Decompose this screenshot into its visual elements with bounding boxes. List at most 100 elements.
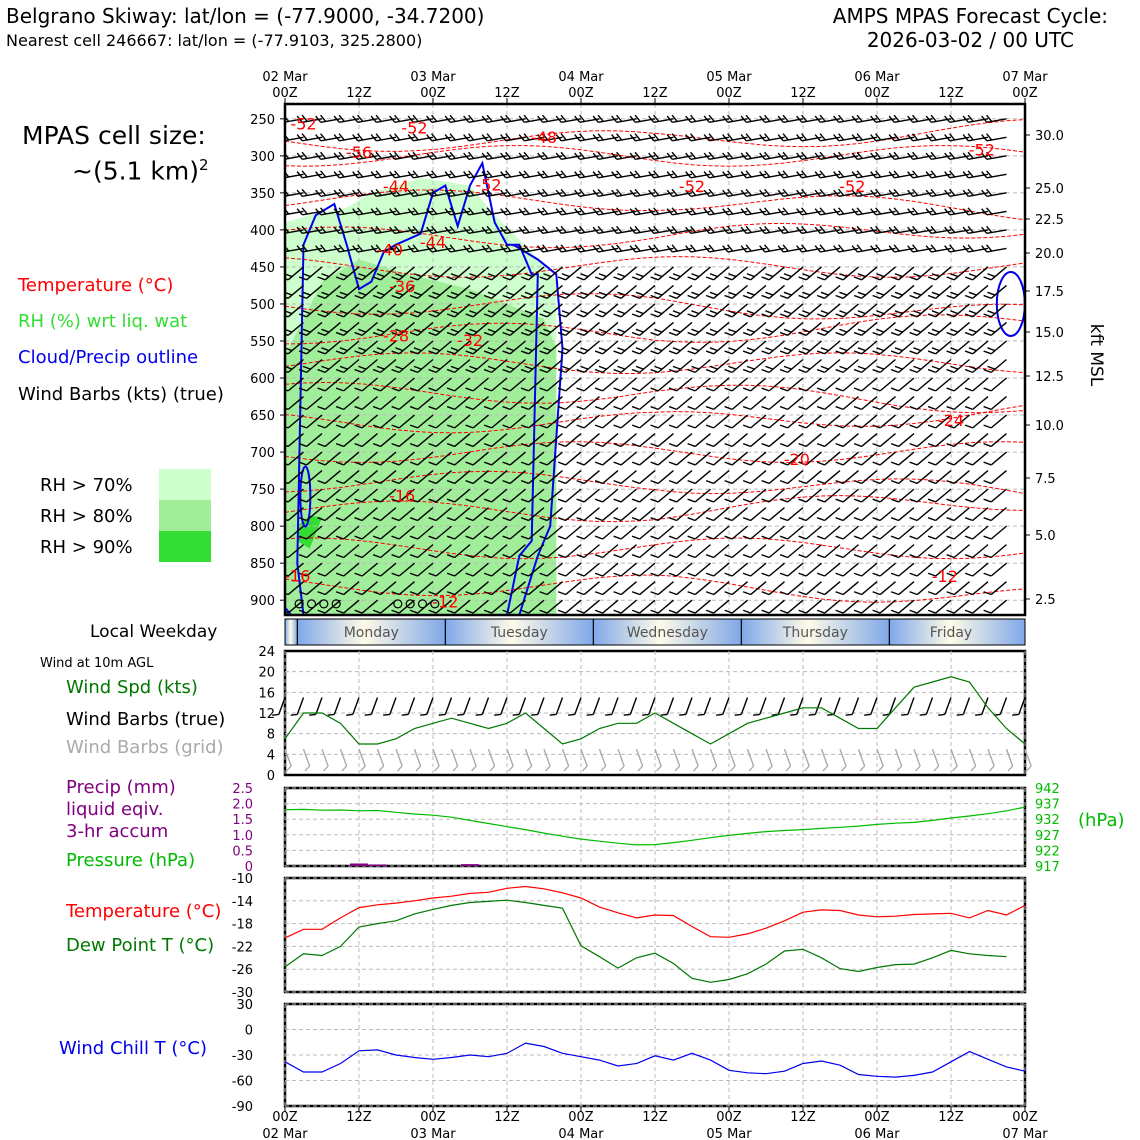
- wind-barb: [481, 114, 508, 123]
- wind-barb: [798, 488, 822, 503]
- wind-barb-flag: [298, 461, 307, 466]
- wind-barb-shaft: [676, 321, 693, 336]
- wind-barb: [520, 284, 545, 299]
- wind-barb-flag: [853, 368, 862, 374]
- wind-barb-flag-2: [358, 365, 367, 370]
- wind-barb-flag-2: [654, 273, 663, 278]
- wind-barb-shaft: [990, 544, 1007, 559]
- wind-barb-shaft: [676, 377, 693, 392]
- wind-barb-shaft: [417, 377, 434, 392]
- wind-barb-shaft: [935, 488, 952, 503]
- wind-barb-flag: [465, 276, 474, 281]
- wind-barb-flag: [465, 572, 474, 577]
- wind-barb-flag: [705, 276, 714, 281]
- wind-barb-shaft: [713, 358, 730, 373]
- wind-barb-flag-2: [691, 328, 700, 333]
- wind-barb: [613, 507, 637, 522]
- wind-barb: [742, 377, 767, 392]
- wind-barb-flag: [335, 572, 344, 577]
- wind-barb-shaft: [953, 358, 970, 373]
- wind-barb: [796, 244, 822, 253]
- wind-barb-shaft: [287, 507, 304, 522]
- wind-barb: [465, 581, 489, 596]
- wind-barb-flag: [779, 368, 788, 374]
- wind-barb-flag: [946, 498, 955, 503]
- wind-barb-shaft: [879, 507, 896, 522]
- wind-barb: [816, 507, 841, 522]
- wind-barb-flag-2: [523, 114, 530, 122]
- wind-barb-flag: [465, 424, 474, 429]
- top-date-label: 06 Mar: [854, 70, 900, 85]
- wind-barb-flag: [317, 405, 326, 411]
- wind-barb-shaft: [916, 544, 933, 559]
- wind-barb: [354, 507, 378, 522]
- wind-barb: [964, 488, 989, 503]
- wind-barb-flag-2: [487, 365, 496, 370]
- wind-barb-flag-2: [395, 291, 404, 296]
- wind-barb-shaft: [546, 358, 563, 373]
- wind-barb-shaft: [528, 562, 545, 577]
- wind-barb: [853, 377, 878, 392]
- wind-barb-flag-2: [856, 170, 863, 178]
- wind-barb-flag: [428, 387, 437, 392]
- wind-barb-shaft: [990, 303, 1007, 318]
- wind-barb: [285, 525, 304, 540]
- wind-barb-flag-2: [543, 291, 552, 296]
- wind-barb-grid: [728, 748, 736, 772]
- wind-barb-flag-2: [598, 365, 607, 370]
- wind-barb-flag: [962, 171, 969, 179]
- wind-barb-flag: [391, 331, 400, 336]
- wind-barb-flag: [650, 276, 659, 281]
- wind-barb-flag: [759, 171, 766, 179]
- wind-barb: [428, 433, 452, 448]
- wind-barb-flag-2: [967, 225, 974, 233]
- wind-barb-shaft: [306, 266, 323, 281]
- wind-barb-flag-2: [505, 207, 512, 215]
- wind-barb-shaft: [306, 358, 323, 373]
- wind-barb-shaft: [565, 377, 582, 392]
- wind-barb-flag-2: [653, 133, 660, 141]
- wind-barb-flag: [872, 535, 881, 540]
- wind-barb-shaft: [287, 562, 304, 577]
- wind-barb: [446, 525, 471, 540]
- wind-barb-shaft: [805, 507, 822, 522]
- wind-barb: [705, 377, 730, 392]
- wind-barb-flag-2: [949, 170, 956, 178]
- wind-barb-shaft: [953, 562, 970, 577]
- wind-barb-shaft: [620, 525, 637, 540]
- top-date-label: 05 Mar: [706, 70, 752, 85]
- wind-barb-shaft: [935, 470, 952, 484]
- wind-barb-flag: [518, 171, 525, 179]
- wind-barb-flag-2: [339, 310, 348, 315]
- wind-barb-flag-2: [450, 273, 459, 278]
- wind-barb-shaft: [694, 525, 711, 540]
- wind-barb-flag-2: [857, 365, 866, 370]
- wind-barb-10m: [272, 697, 286, 716]
- wind-barb-shaft: [935, 451, 952, 466]
- wind-barb-shaft: [546, 377, 563, 392]
- wind-barb: [502, 266, 526, 281]
- wind-barb: [685, 244, 711, 253]
- wind-barb: [335, 433, 360, 448]
- wind-barb-flag: [648, 152, 655, 160]
- wind-barb-flag: [925, 152, 932, 160]
- wind-barb-flag: [428, 498, 437, 503]
- wind-barb-flag: [502, 424, 511, 429]
- wind-barb-flag: [983, 405, 992, 411]
- wind-barb-flag: [724, 517, 733, 522]
- wind-barb: [779, 266, 804, 281]
- wind-barb-flag: [946, 424, 955, 429]
- wind-barb: [761, 433, 785, 448]
- wind-barb: [870, 170, 896, 179]
- wind-barb: [724, 599, 748, 614]
- wind-barb-flag-2: [727, 244, 734, 252]
- wind-barb: [428, 266, 452, 281]
- wind-barb-shaft: [583, 544, 600, 559]
- wind-barb: [317, 488, 341, 503]
- wind-barb: [890, 340, 915, 355]
- wind-barb: [296, 188, 323, 198]
- wind-barb-flag: [888, 245, 895, 253]
- wind-barb: [298, 451, 323, 466]
- wind-barb-flag: [724, 498, 733, 503]
- wind-barb-flag-2: [432, 365, 441, 370]
